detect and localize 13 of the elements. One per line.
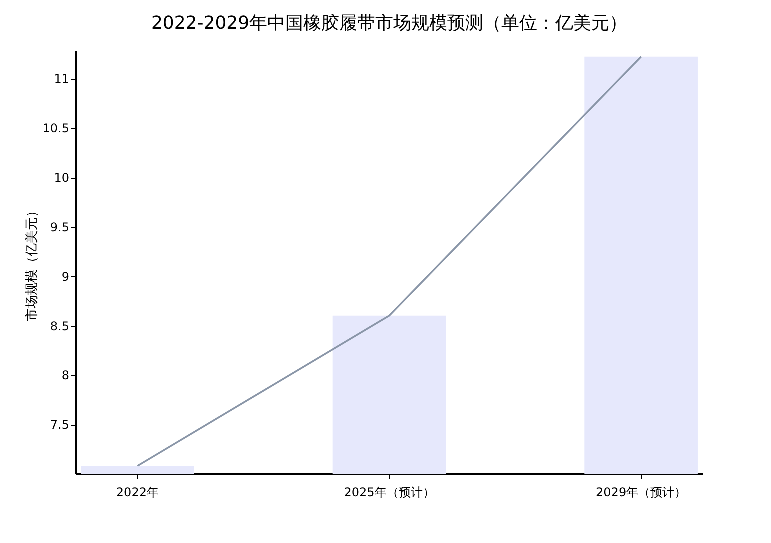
x-tick-label: 2022年 — [116, 486, 159, 500]
y-tick-label: 9 — [62, 270, 70, 284]
y-tick-label: 8 — [62, 368, 70, 383]
x-tick-label: 2025年（预计） — [344, 486, 435, 500]
y-tick-label: 8.5 — [50, 319, 70, 334]
y-tick-label: 7.5 — [50, 418, 70, 432]
y-tick-label: 10 — [54, 171, 70, 186]
chart-title: 2022-2029年中国橡胶履带市场规模预测（单位：亿美元） — [151, 13, 628, 34]
y-tick-label: 10.5 — [42, 122, 70, 136]
y-tick-label: 9.5 — [50, 220, 70, 234]
y-axis-title: 市场规模（亿美元） — [24, 204, 40, 322]
y-tick-label: 11 — [54, 72, 70, 86]
x-tick-label: 2029年（预计） — [596, 486, 687, 500]
